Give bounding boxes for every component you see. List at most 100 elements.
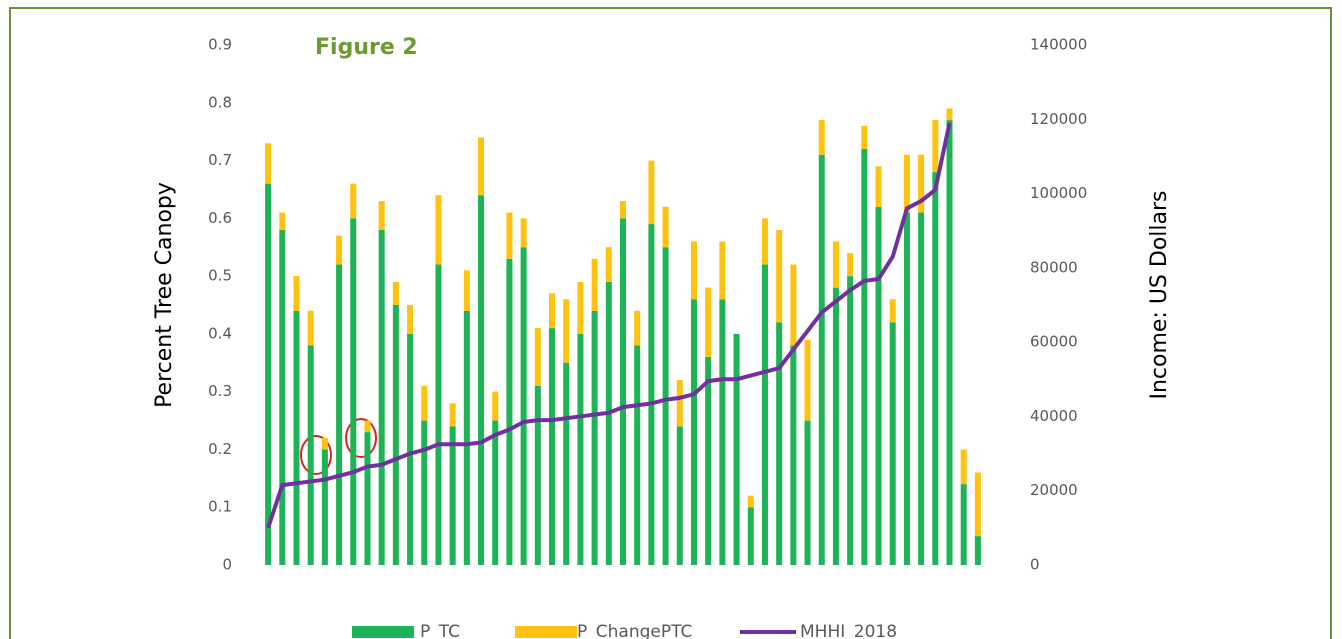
bar [690,241,697,300]
bar [648,160,655,225]
bar [918,212,925,566]
bar [804,339,811,421]
bar [861,125,868,149]
y-tick-label: 0.7 [208,151,232,169]
legend-label: MHHI_2018 [800,622,897,639]
bar [336,264,343,565]
bar [350,218,357,566]
bar [265,183,272,565]
frame [9,7,1332,639]
bar [307,310,314,346]
bar [847,276,854,565]
bar [478,137,485,196]
bar [407,305,414,334]
bar [520,218,527,248]
bar [790,345,797,565]
chart-title: Figure 2 [315,35,418,60]
bar [449,426,456,565]
y2-tick-label: 80000 [1030,258,1078,276]
bar [577,281,584,334]
bar [563,299,570,363]
bar [435,264,442,565]
bar [293,276,300,311]
legend-swatch [352,626,414,638]
bar [364,432,371,565]
bar [563,362,570,565]
y-axis-title: Percent Tree Canopy [152,182,177,408]
bar [534,328,541,386]
bar [492,391,499,421]
bar [676,426,683,565]
bar [804,420,811,565]
bar [761,218,768,265]
bar [364,420,371,433]
bar [662,247,669,565]
bar [875,166,882,207]
bar [265,143,272,184]
bar [889,299,896,323]
y2-axis-title: Income: US Dollars [1147,190,1172,399]
bar [818,154,825,565]
bar [832,241,839,288]
highlight-circle [345,418,377,458]
bar [761,264,768,565]
bar [889,322,896,565]
bar [818,120,825,155]
bar [506,258,513,565]
y2-tick-label: 140000 [1030,36,1087,54]
y-tick-label: 0.9 [208,36,232,54]
bar [279,229,286,565]
bar [307,345,314,565]
bar [549,293,556,329]
bar [705,357,712,565]
legend-label: P_TC [420,622,460,639]
bar [634,345,641,565]
bar [832,287,839,565]
bar [520,247,527,565]
bar [932,172,939,565]
bar [350,183,357,219]
bar [662,206,669,248]
bar [747,495,754,508]
bar [620,201,626,219]
bar [960,484,967,565]
bar [776,229,783,323]
bar [733,333,740,565]
bar [875,206,882,565]
bar [549,328,556,565]
bar [605,281,612,565]
y2-tick-label: 0 [1030,556,1040,574]
bar [676,380,683,427]
y-tick-label: 0.2 [208,440,232,458]
bar [449,403,456,427]
bar [378,229,385,565]
y2-tick-label: 60000 [1030,333,1078,351]
y-tick-label: 0.1 [208,498,232,516]
y2-tick-label: 20000 [1030,481,1078,499]
bar [392,305,399,565]
bar [577,333,584,565]
bar [421,420,428,565]
bar [605,247,612,282]
y2-tick-label: 120000 [1030,110,1087,128]
bar [946,108,953,121]
y-tick-label: 0.6 [208,209,232,227]
bar [463,270,470,311]
bar [903,212,910,566]
bar [946,120,953,565]
bar [903,154,910,213]
bar [620,218,626,566]
bar [719,299,726,565]
bar [648,224,655,565]
bar [790,264,797,346]
bar [690,299,697,565]
y-tick-label: 0 [222,556,232,574]
bar [591,258,598,311]
bar [634,310,641,346]
bar [478,195,485,565]
bar [534,385,541,565]
y2-tick-label: 100000 [1030,184,1087,202]
legend-label: P_ChangePTC [577,622,692,639]
y-tick-label: 0.8 [208,93,232,111]
